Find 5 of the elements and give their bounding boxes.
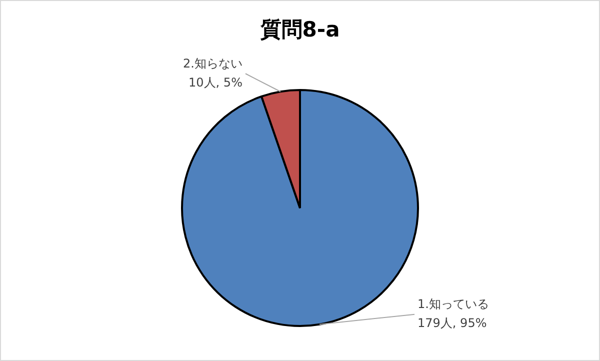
data-label: 10人, 5% (188, 75, 242, 90)
slice-label: 1.知っている (418, 297, 489, 311)
slice-label: 2.知らない (183, 56, 242, 70)
data-label: 179人, 95% (418, 316, 487, 330)
chart-title: 質問8-a (259, 17, 340, 42)
